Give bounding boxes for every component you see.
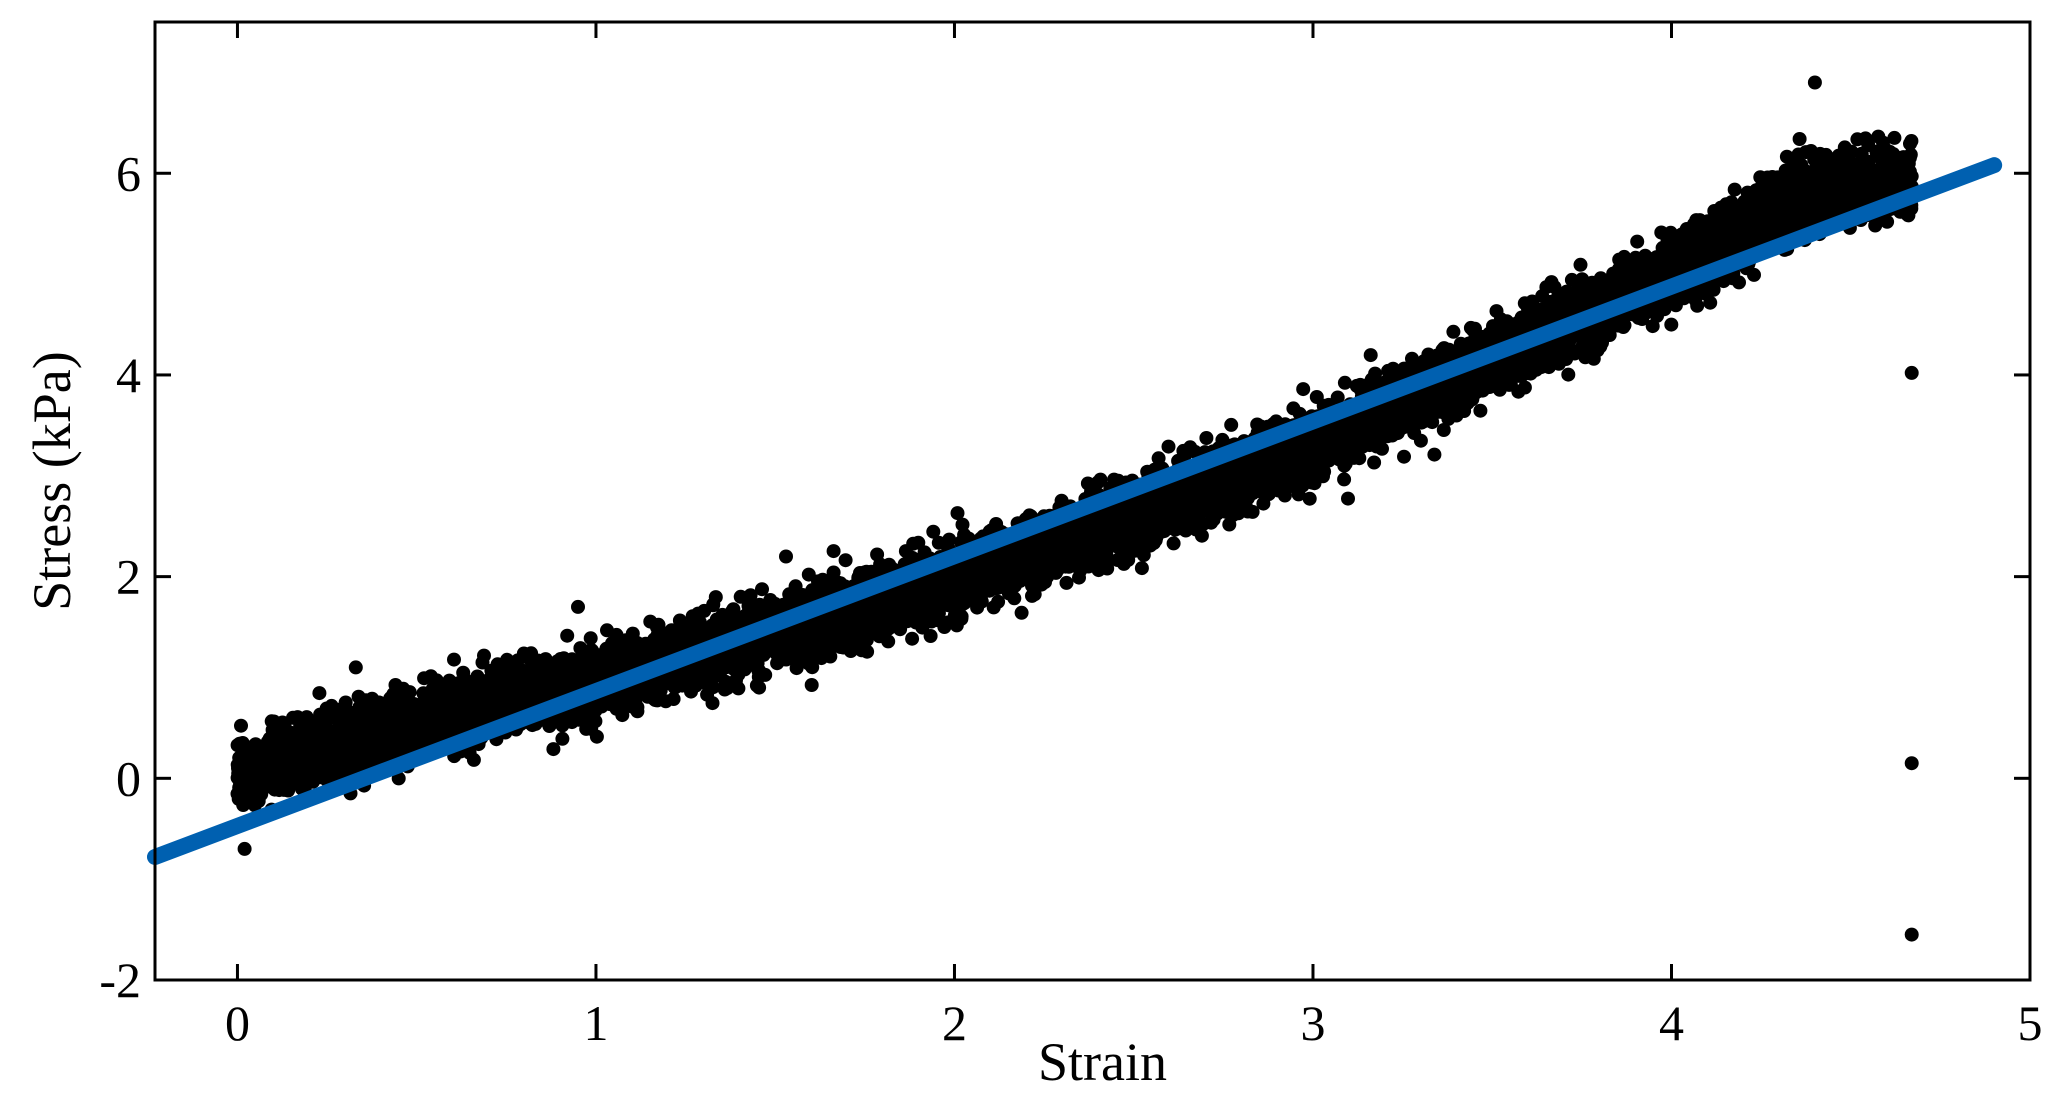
- scatter-point: [1176, 443, 1191, 458]
- scatter-point: [1747, 267, 1761, 282]
- scatter-point: [1231, 504, 1246, 519]
- scatter-point: [1341, 491, 1355, 506]
- scatter-point: [1296, 382, 1311, 397]
- scatter-point: [1868, 218, 1883, 233]
- scatter-point: [1337, 375, 1352, 390]
- scatter-point: [1367, 455, 1382, 470]
- scatter-point: [560, 628, 575, 643]
- scatter-point: [1792, 132, 1807, 146]
- scatter-point: [466, 752, 481, 767]
- scatter-point: [1887, 130, 1902, 145]
- scatter-point: [1664, 317, 1679, 332]
- scatter-point: [546, 742, 561, 757]
- scatter-point: [950, 506, 965, 521]
- scatter-point: [555, 731, 570, 746]
- scatter-point: [1166, 536, 1181, 551]
- scatter-point: [804, 678, 819, 692]
- scatter-point: [312, 686, 327, 701]
- scatter-point: [290, 710, 305, 725]
- scatter-point: [1727, 182, 1742, 197]
- scatter-point: [733, 589, 748, 604]
- scatter-point: [1199, 431, 1214, 445]
- scatter-point: [926, 524, 941, 539]
- scatter-point: [1446, 324, 1461, 339]
- scatter-point: [1222, 517, 1237, 532]
- scatter-point: [838, 553, 853, 568]
- scatter-point: [908, 612, 923, 627]
- scatter-point: [1427, 447, 1442, 462]
- scatter-point: [1397, 449, 1411, 464]
- scatter-point: [1224, 417, 1239, 432]
- scatter-point: [1690, 298, 1705, 313]
